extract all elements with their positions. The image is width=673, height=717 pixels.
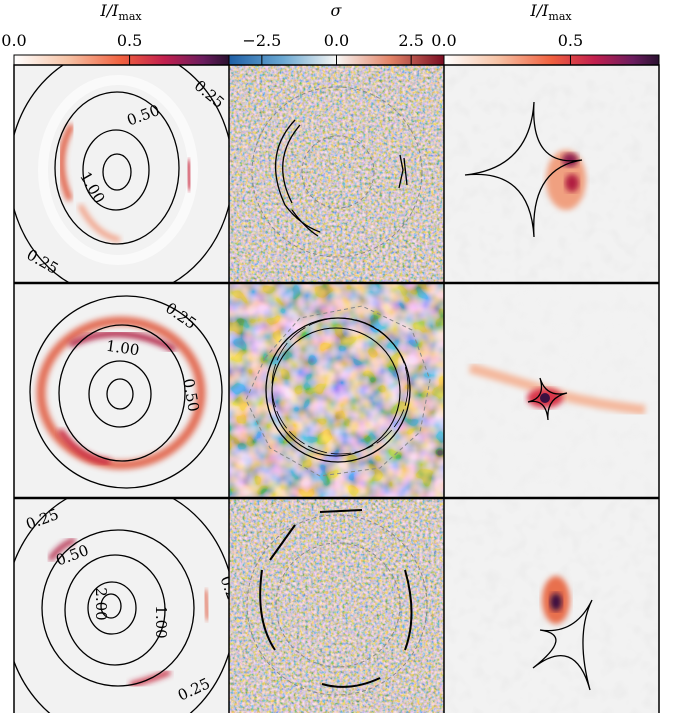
label-sub: max [548, 10, 572, 23]
tick-label: 2.5 [398, 31, 423, 50]
contour-label: 2.00 [92, 587, 110, 620]
tick-label: 0.0 [431, 31, 456, 50]
colorbar-label: I/Imax [99, 1, 142, 23]
contour-label: 1.00 [105, 337, 141, 359]
colorbar-label: σ [331, 1, 343, 20]
panel-residual [229, 498, 444, 713]
label-sub: max [118, 10, 142, 23]
colorbar [443, 54, 660, 66]
tick-label: 0.5 [558, 31, 583, 50]
label-text: I/I [529, 1, 549, 20]
panel-intensity: 0.25 0.50 2.00 1.00 0.25 0.25 [14, 498, 245, 713]
panel-residual [229, 65, 444, 283]
tick-label: 0.0 [324, 31, 349, 50]
tick-label: 0.5 [117, 31, 142, 50]
panel-intensity: 0.25 1.00 0.50 [14, 283, 229, 498]
tick-label: 0.0 [1, 31, 26, 50]
panel-residual [229, 283, 444, 498]
panel-source [444, 498, 659, 713]
panel-source [444, 283, 659, 498]
tick-label: −2.5 [242, 31, 281, 50]
label-text: I/I [99, 1, 119, 20]
panel-intensity: 0.25 0.50 1.00 0.25 [14, 65, 229, 283]
contour-label: 0.50 [179, 377, 203, 413]
panel-source [444, 65, 659, 283]
colorbar [13, 54, 230, 66]
contour-label: 1.00 [152, 605, 170, 638]
colorbar-label: I/Imax [529, 1, 572, 23]
